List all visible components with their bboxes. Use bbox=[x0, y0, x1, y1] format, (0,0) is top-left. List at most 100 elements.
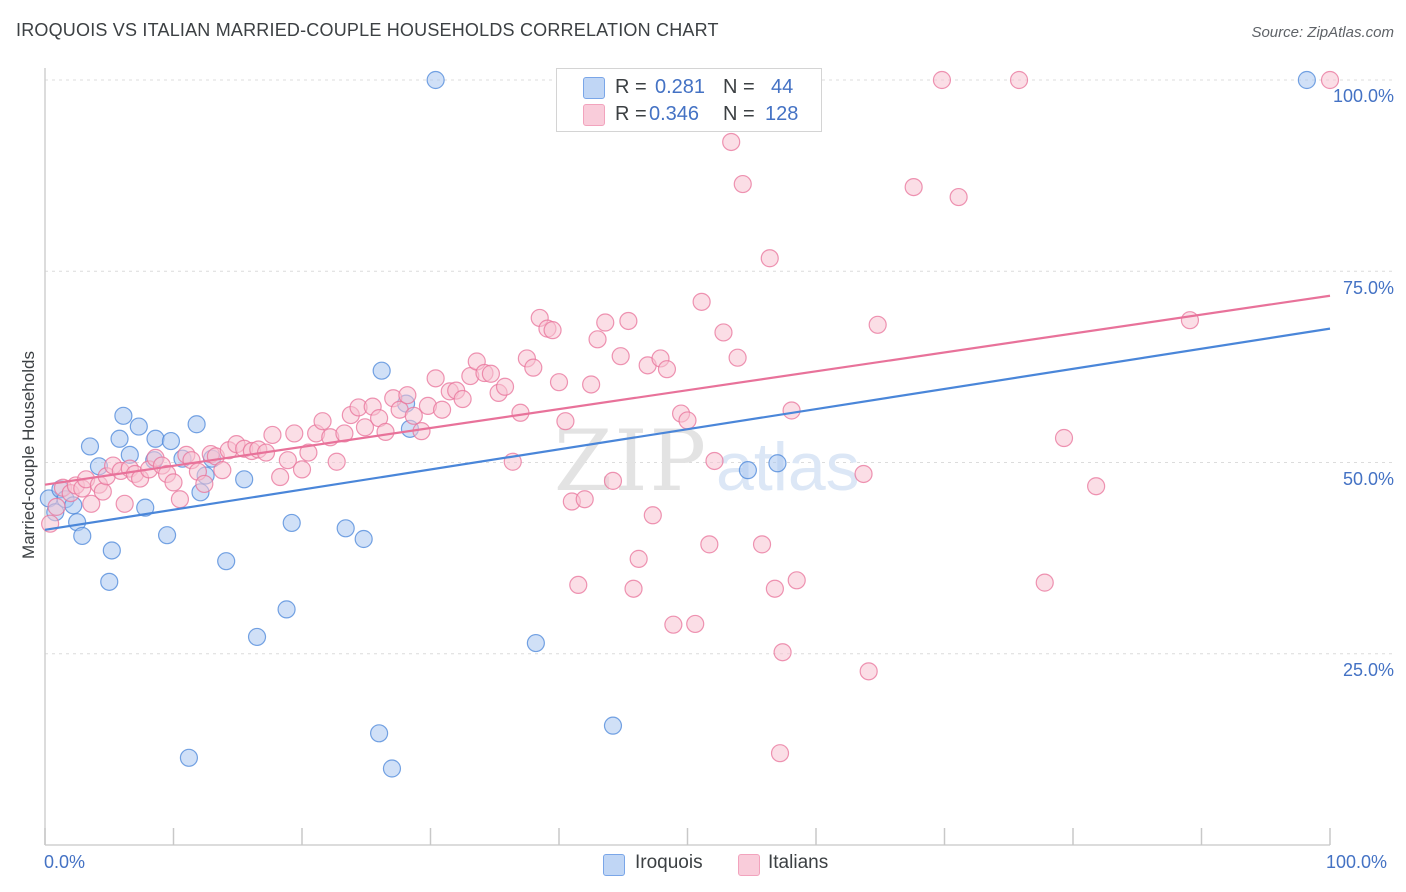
iroquois-point-12 bbox=[114, 406, 133, 425]
italians-point-46 bbox=[335, 424, 354, 443]
italians-point-39 bbox=[285, 424, 304, 443]
italians-point-115 bbox=[868, 315, 887, 334]
italians-point-98 bbox=[692, 292, 711, 311]
italians-point-96 bbox=[678, 411, 697, 430]
y-tick-label-75: 75.0% bbox=[1342, 278, 1394, 298]
r-value: 0.346 bbox=[649, 103, 700, 125]
italians-point-38 bbox=[278, 451, 297, 470]
italians-point-87 bbox=[619, 311, 638, 331]
italians-point-69 bbox=[495, 377, 515, 396]
italians-point-77 bbox=[549, 373, 569, 392]
italians-legend-swatch bbox=[738, 854, 760, 876]
italians-point-45 bbox=[327, 452, 346, 471]
italians-point-104 bbox=[733, 174, 752, 194]
italians-swatch bbox=[583, 104, 605, 126]
italians-point-121 bbox=[1054, 428, 1074, 448]
iroquois-point-35 bbox=[382, 759, 402, 778]
italians-point-26 bbox=[195, 474, 214, 494]
italians-point-1 bbox=[47, 497, 66, 516]
x-tick-label-max: 100.0% bbox=[1326, 852, 1388, 872]
italians-point-120 bbox=[1035, 573, 1054, 592]
iroquois-point-38 bbox=[426, 70, 445, 90]
iroquois-point-43 bbox=[1297, 70, 1316, 90]
chart-title: IROQUOIS VS ITALIAN MARRIED-COUPLE HOUSE… bbox=[16, 20, 719, 40]
italians-point-113 bbox=[854, 464, 873, 484]
italians-point-117 bbox=[932, 70, 952, 90]
n-label: N = bbox=[723, 103, 755, 125]
italians-point-97 bbox=[686, 614, 705, 634]
iroquois-swatch bbox=[583, 77, 605, 99]
italians-point-112 bbox=[787, 571, 806, 590]
n-label: N = bbox=[723, 76, 755, 98]
iroquois-point-33 bbox=[370, 724, 389, 743]
n-value: 128 bbox=[765, 103, 799, 125]
iroquois-point-14 bbox=[129, 417, 148, 436]
iroquois-point-28 bbox=[247, 627, 267, 647]
italians-point-84 bbox=[596, 313, 615, 332]
italians-point-106 bbox=[752, 535, 772, 554]
x-tick-label-min: 0.0% bbox=[44, 852, 86, 872]
italians-point-29 bbox=[213, 461, 232, 480]
iroquois-point-40 bbox=[603, 716, 623, 735]
italians-point-108 bbox=[765, 579, 784, 598]
italians-point-100 bbox=[705, 451, 724, 471]
italians-point-109 bbox=[770, 744, 790, 763]
y-tick-label-25: 25.0% bbox=[1342, 660, 1394, 680]
italians-point-86 bbox=[611, 347, 630, 366]
italians-point-110 bbox=[773, 643, 792, 662]
iroquois-point-41 bbox=[738, 461, 757, 480]
italians-point-49 bbox=[355, 418, 375, 437]
italians-point-60 bbox=[432, 400, 452, 419]
italians-point-80 bbox=[569, 575, 588, 595]
italians-point-93 bbox=[657, 360, 677, 379]
italians-point-85 bbox=[603, 471, 623, 490]
italians-point-124 bbox=[1320, 70, 1340, 90]
italians-point-119 bbox=[1009, 70, 1029, 90]
italians-point-9 bbox=[93, 482, 112, 501]
italians-point-41 bbox=[299, 443, 318, 462]
r-value: 0.281 bbox=[655, 76, 706, 98]
italians-point-43 bbox=[313, 412, 332, 431]
iroquois-point-31 bbox=[336, 519, 355, 538]
italians-point-103 bbox=[728, 348, 747, 367]
italians-point-22 bbox=[170, 490, 190, 509]
x-tick-marks bbox=[44, 828, 1331, 845]
italians-point-81 bbox=[575, 490, 594, 509]
n-value: 44 bbox=[771, 76, 794, 98]
iroquois-point-30 bbox=[282, 513, 301, 533]
iroquois-point-17 bbox=[146, 429, 165, 448]
iroquois-point-27 bbox=[235, 470, 254, 489]
iroquois-point-22 bbox=[187, 415, 206, 434]
italians-point-52 bbox=[376, 422, 395, 441]
italians-point-36 bbox=[263, 425, 282, 445]
italians-point-88 bbox=[624, 579, 643, 598]
source-label: Source: ZipAtlas.com bbox=[1251, 24, 1394, 41]
iroquois-point-19 bbox=[161, 431, 181, 451]
italians-point-99 bbox=[700, 535, 719, 554]
iroquois-trend-line bbox=[44, 327, 1331, 531]
italians-point-91 bbox=[643, 506, 662, 525]
iroquois-point-32 bbox=[354, 529, 373, 549]
italians-point-13 bbox=[115, 494, 134, 513]
italians-points bbox=[41, 70, 1340, 763]
iroquois-point-15 bbox=[136, 498, 155, 517]
italians-point-123 bbox=[1180, 311, 1200, 330]
italians-legend-label: Italians bbox=[768, 852, 829, 873]
italians-point-83 bbox=[588, 330, 607, 349]
iroquois-point-7 bbox=[80, 437, 100, 456]
iroquois-point-18 bbox=[157, 526, 177, 545]
italians-point-118 bbox=[949, 187, 968, 207]
italians-point-94 bbox=[664, 615, 683, 634]
italians-point-40 bbox=[292, 460, 312, 479]
r-label: R = bbox=[615, 103, 647, 125]
italians-point-56 bbox=[404, 406, 423, 425]
italians-point-71 bbox=[511, 403, 530, 422]
watermark-atlas: atlas bbox=[716, 429, 860, 505]
italians-point-89 bbox=[629, 549, 648, 568]
iroquois-point-42 bbox=[768, 454, 787, 473]
italians-trend-line bbox=[44, 294, 1331, 486]
italians-point-59 bbox=[426, 369, 445, 388]
iroquois-point-6 bbox=[73, 526, 92, 546]
italians-point-122 bbox=[1087, 477, 1106, 496]
